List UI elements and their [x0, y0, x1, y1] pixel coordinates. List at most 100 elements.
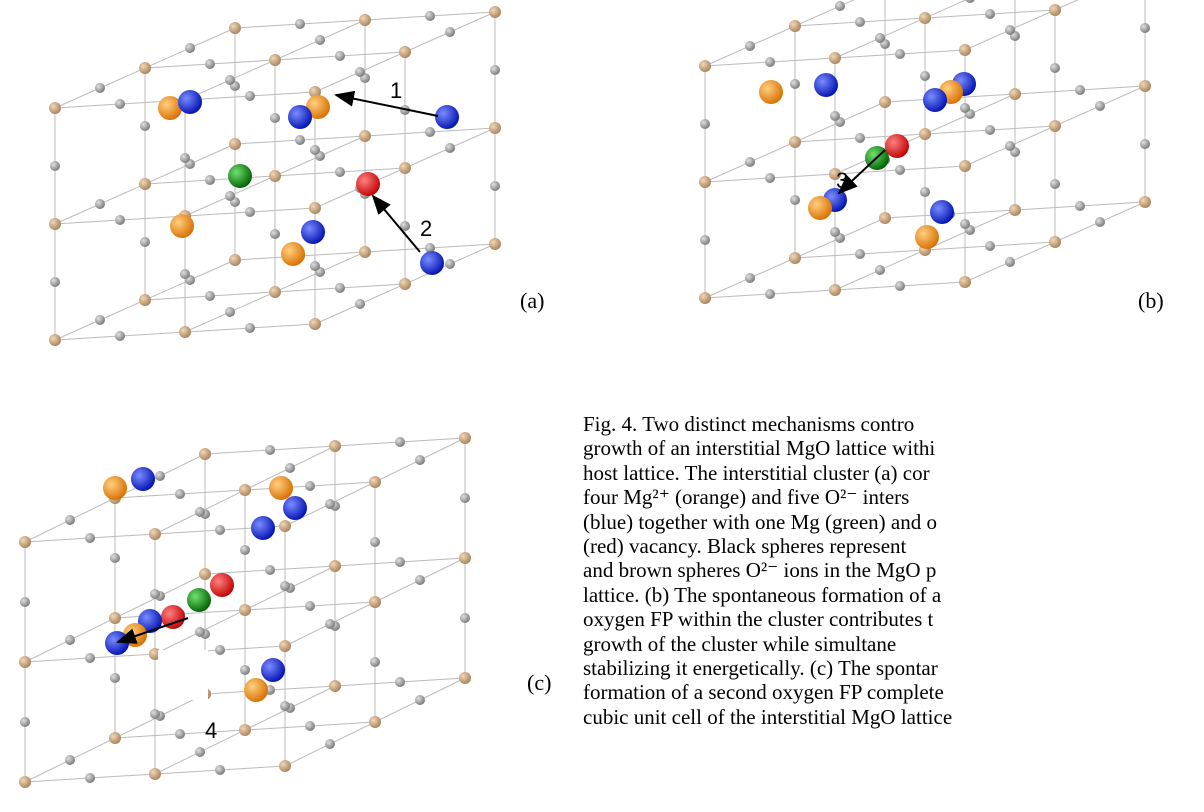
orange-sphere: [281, 242, 305, 266]
magnesium-ion: [1005, 257, 1015, 267]
oxygen-ion: [1139, 80, 1151, 92]
magnesium-ion: [280, 701, 290, 711]
oxygen-ion: [489, 122, 501, 134]
magnesium-ion: [310, 145, 320, 155]
magnesium-ion: [155, 471, 165, 481]
magnesium-ion: [765, 57, 775, 67]
oxygen-ion: [269, 54, 281, 66]
blue-sphere: [251, 516, 275, 540]
magnesium-ion: [305, 721, 315, 731]
caption-line: (red) vacancy. Black spheres represent: [583, 534, 1204, 558]
caption-line: cubic unit cell of the interstitial MgO …: [583, 705, 1204, 729]
panel-label: (c): [527, 670, 551, 695]
magnesium-ion: [875, 33, 885, 43]
magnesium-ion: [370, 537, 380, 547]
magnesium-ion: [790, 195, 800, 205]
orange-sphere: [269, 476, 293, 500]
magnesium-ion: [920, 71, 930, 81]
blue-sphere: [261, 658, 285, 682]
magnesium-ion: [195, 507, 205, 517]
magnesium-ion: [425, 127, 435, 137]
oxygen-ion: [829, 52, 841, 64]
arrow-label: 1: [390, 78, 402, 103]
magnesium-ion: [415, 575, 425, 585]
magnesium-ion: [325, 739, 335, 749]
oxygen-ion: [19, 656, 31, 668]
oxygen-ion: [19, 776, 31, 788]
oxygen-ion: [489, 238, 501, 250]
oxygen-ion: [489, 6, 501, 18]
magnesium-ion: [50, 277, 60, 287]
arrow: [373, 196, 420, 252]
red-sphere: [885, 134, 909, 158]
oxygen-ion: [789, 136, 801, 148]
magnesium-ion: [1050, 179, 1060, 189]
arrow-label: 2: [420, 216, 432, 241]
oxygen-ion: [229, 22, 241, 34]
oxygen-ion: [139, 294, 151, 306]
magnesium-ion: [270, 229, 280, 239]
oxygen-ion: [699, 176, 711, 188]
oxygen-ion: [19, 536, 31, 548]
caption-line: Fig. 4. Two distinct mechanisms contro: [583, 412, 1204, 436]
oxygen-ion: [399, 162, 411, 174]
magnesium-ion: [295, 135, 305, 145]
magnesium-ion: [460, 613, 470, 623]
oxygen-ion: [109, 612, 121, 624]
arrow-label: 4: [205, 718, 217, 743]
blue-sphere: [283, 496, 307, 520]
blue-sphere: [301, 220, 325, 244]
magnesium-ion: [115, 99, 125, 109]
magnesium-ion: [185, 43, 195, 53]
green-sphere: [228, 164, 252, 188]
magnesium-ion: [895, 281, 905, 291]
caption-line: (blue) together with one Mg (green) and …: [583, 510, 1204, 534]
oxygen-ion: [269, 170, 281, 182]
oxygen-ion: [369, 596, 381, 608]
caption-line: host lattice. The interstitial cluster (…: [583, 461, 1204, 485]
magnesium-ion: [180, 269, 190, 279]
magnesium-ion: [245, 323, 255, 333]
oxygen-ion: [359, 246, 371, 258]
magnesium-ion: [85, 533, 95, 543]
oxygen-ion: [789, 20, 801, 32]
panel-label: (b): [1138, 288, 1164, 313]
caption-line: and brown spheres O²⁻ ions in the MgO p: [583, 558, 1204, 582]
caption-line: growth of the cluster while simultane: [583, 632, 1204, 656]
magnesium-ion: [240, 545, 250, 555]
magnesium-ion: [280, 581, 290, 591]
oxygen-ion: [199, 448, 211, 460]
magnesium-ion: [115, 331, 125, 341]
magnesium-ion: [245, 91, 255, 101]
caption: Fig. 4. Two distinct mechanisms contro gr…: [583, 412, 1204, 729]
magnesium-ion: [65, 635, 75, 645]
oxygen-ion: [329, 680, 341, 692]
magnesium-ion: [240, 665, 250, 675]
magnesium-ion: [830, 227, 840, 237]
caption-line: formation of a second oxygen FP complete: [583, 680, 1204, 704]
blue-sphere: [923, 88, 947, 112]
magnesium-ion: [1095, 217, 1105, 227]
blue-sphere: [814, 73, 838, 97]
oxygen-ion: [309, 202, 321, 214]
magnesium-ion: [920, 187, 930, 197]
magnesium-ion: [50, 161, 60, 171]
orange-sphere: [759, 80, 783, 104]
magnesium-ion: [745, 157, 755, 167]
orange-sphere: [915, 225, 939, 249]
magnesium-ion: [985, 125, 995, 135]
oxygen-ion: [359, 14, 371, 26]
oxygen-ion: [109, 732, 121, 744]
oxygen-ion: [699, 292, 711, 304]
blue-sphere: [930, 200, 954, 224]
magnesium-ion: [765, 173, 775, 183]
magnesium-ion: [1140, 139, 1150, 149]
oxygen-ion: [279, 760, 291, 772]
magnesium-ion: [855, 133, 865, 143]
magnesium-ion: [110, 553, 120, 563]
oxygen-ion: [149, 768, 161, 780]
magnesium-ion: [965, 0, 975, 3]
oxygen-ion: [329, 440, 341, 452]
magnesium-ion: [175, 729, 185, 739]
magnesium-ion: [310, 261, 320, 271]
